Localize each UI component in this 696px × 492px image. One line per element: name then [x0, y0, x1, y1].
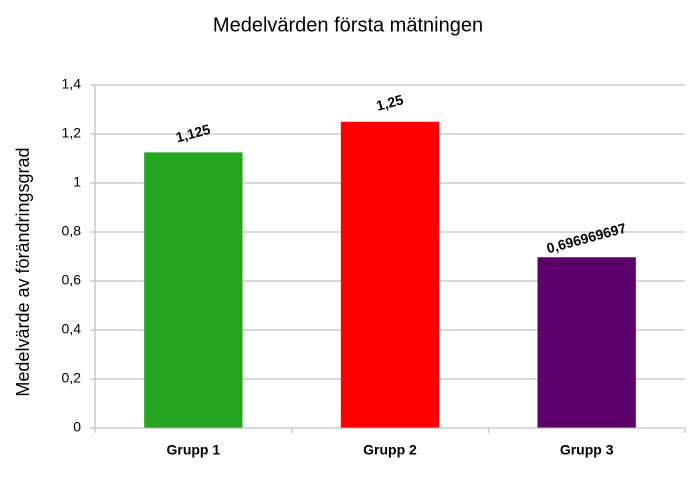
bar — [144, 152, 243, 428]
value-label: 1,25 — [374, 91, 405, 114]
value-label: 1,125 — [174, 121, 212, 146]
x-tick-label: Grupp 1 — [166, 442, 220, 458]
y-tick-label: 0,4 — [62, 321, 82, 337]
y-tick-label: 0,8 — [62, 223, 82, 239]
y-tick-label: 1,4 — [62, 76, 82, 92]
y-axis-title: Medelvärde av förändringsgrad — [13, 147, 33, 396]
y-tick-label: 0,2 — [62, 370, 82, 386]
y-tick-label: 0,6 — [62, 272, 82, 288]
y-tick-label: 0 — [73, 419, 81, 435]
x-tick-label: Grupp 2 — [363, 442, 417, 458]
bar — [537, 257, 636, 428]
bar — [340, 121, 440, 428]
chart-title: Medelvärden första mätningen — [213, 14, 483, 36]
y-tick-label: 1,2 — [62, 125, 82, 141]
x-tick-label: Grupp 3 — [560, 442, 614, 458]
y-tick-label: 1 — [73, 174, 81, 190]
value-label: 0,696969697 — [545, 220, 628, 257]
